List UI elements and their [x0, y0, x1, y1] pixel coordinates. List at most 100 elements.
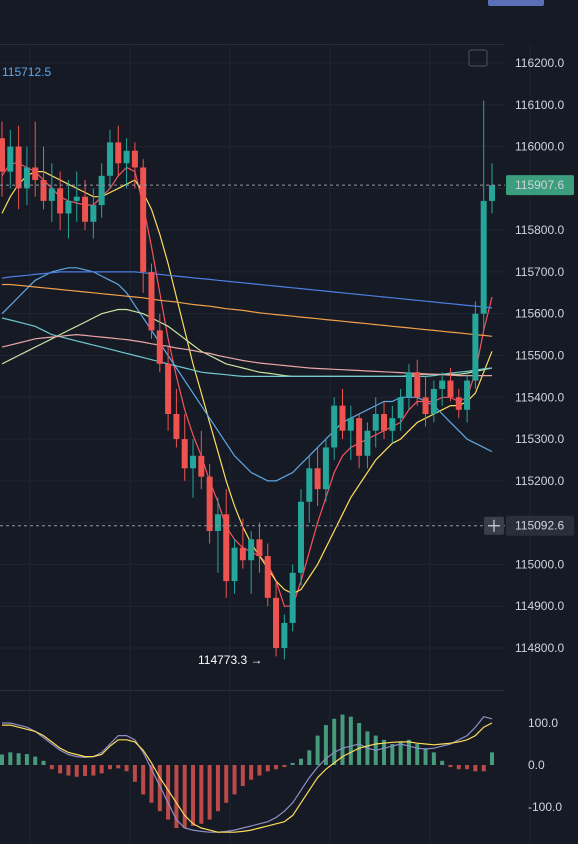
histogram-bar [332, 718, 337, 765]
candle [32, 121, 39, 197]
candle-body [422, 397, 429, 414]
candle-body [156, 330, 163, 364]
candle [23, 146, 30, 206]
candle [48, 163, 55, 222]
candle-body [273, 597, 280, 648]
candle-body [73, 196, 80, 201]
candle [455, 388, 462, 419]
histogram-bar [431, 752, 436, 765]
histogram-bar [282, 765, 287, 768]
candle-body [389, 418, 396, 431]
candle-body [480, 200, 487, 314]
candle [297, 489, 304, 586]
histogram-bar [215, 765, 220, 812]
histogram-bar [24, 754, 29, 765]
candle [422, 376, 429, 427]
candle [73, 171, 80, 222]
histogram-bar [274, 765, 279, 770]
price-tick-label: 115500.0 [515, 349, 564, 363]
candle-body [364, 430, 371, 456]
histogram-bar [207, 765, 212, 820]
histogram-bar [406, 739, 411, 765]
candle [190, 439, 197, 498]
price-tick-label: 115300.0 [515, 432, 564, 446]
candle-body [0, 138, 5, 172]
toolbar-button[interactable] [488, 0, 544, 6]
candle-body [15, 146, 22, 189]
candle [364, 422, 371, 469]
histogram-bar [16, 753, 21, 765]
candle [447, 368, 454, 402]
candle [464, 372, 471, 423]
candle-body [289, 572, 296, 623]
histogram-bar [99, 765, 104, 774]
histogram-bar [257, 765, 262, 776]
crosshair-price-label: 115092.6 [515, 519, 564, 533]
current-price-label: 115907.6 [515, 178, 564, 192]
candle-body [148, 271, 155, 331]
candle [397, 388, 404, 431]
histogram-bar [423, 748, 428, 765]
candle [372, 397, 379, 448]
candle [98, 163, 105, 218]
price-tick-label: 116100.0 [515, 98, 564, 112]
candle-body [281, 622, 288, 648]
histogram-bar [199, 765, 204, 824]
histogram-bar [174, 765, 179, 828]
histogram-bar [132, 765, 137, 782]
candle [306, 455, 313, 523]
histogram-bar [465, 765, 470, 770]
candles [0, 100, 495, 660]
candle [131, 142, 138, 189]
candle [165, 347, 172, 431]
histogram-bar [107, 765, 112, 770]
histogram-bar [415, 744, 420, 765]
low-marker: 114773.3 → [198, 653, 263, 667]
histogram-bar [440, 760, 445, 765]
candle [414, 359, 421, 406]
candle [223, 489, 230, 598]
candle-body [464, 380, 471, 410]
histogram-bar [74, 765, 79, 777]
price-tick-label: 115200.0 [515, 474, 564, 488]
price-tick-label: 116000.0 [515, 140, 564, 154]
moving-average-line [1, 267, 493, 482]
current-price-badge [506, 175, 574, 196]
candle [347, 405, 354, 460]
histogram-bar [124, 765, 129, 772]
candle-body [314, 468, 321, 490]
candle [248, 531, 255, 594]
candle-body [306, 468, 313, 502]
histogram-bar [298, 758, 303, 765]
candle [489, 163, 495, 214]
histogram-bar [249, 765, 254, 780]
oscillator-panel: 100.0 0.0 -100.0 [0, 714, 562, 833]
candle [273, 581, 280, 657]
candle [0, 121, 5, 197]
price-tick-label: 115800.0 [515, 223, 564, 237]
histogram-bar [224, 765, 229, 803]
candle-body [297, 501, 304, 573]
price-tick-label: 114900.0 [515, 599, 564, 613]
oscillator-tick-label: -100.0 [528, 800, 562, 814]
expand-icon[interactable] [468, 49, 488, 67]
candle [198, 430, 205, 490]
candle [480, 100, 487, 331]
candle [82, 180, 89, 231]
histogram-bar [456, 765, 461, 770]
candle-body [447, 380, 454, 398]
candle-body [430, 388, 437, 414]
candle [115, 125, 122, 176]
candle-body [248, 539, 255, 561]
histogram-bar [265, 765, 270, 772]
histogram-bar [8, 752, 13, 765]
candle-body [198, 455, 205, 477]
candle [356, 414, 363, 469]
moving-average-line [1, 308, 493, 377]
candle-body [190, 455, 197, 469]
plus-icon [488, 519, 500, 532]
price-tick-label: 115400.0 [515, 390, 564, 404]
candle [322, 439, 329, 502]
oscillator-tick-label: 0.0 [528, 758, 545, 772]
